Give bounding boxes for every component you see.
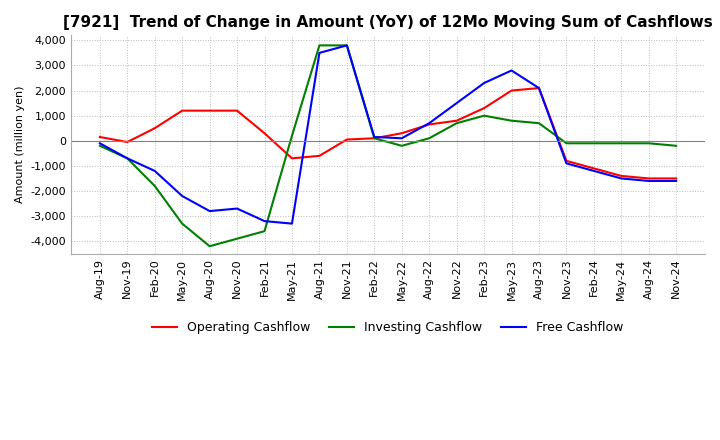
Investing Cashflow (672, 143, 680, 148)
Free Cashflow (452, 100, 461, 106)
Investing Cashflow (562, 141, 571, 146)
Free Cashflow (644, 178, 653, 183)
Free Cashflow (315, 50, 324, 55)
Y-axis label: Amount (million yen): Amount (million yen) (15, 86, 25, 203)
Operating Cashflow (288, 156, 297, 161)
Operating Cashflow (96, 134, 104, 139)
Free Cashflow (590, 168, 598, 173)
Free Cashflow (507, 68, 516, 73)
Operating Cashflow (672, 176, 680, 181)
Operating Cashflow (452, 118, 461, 123)
Investing Cashflow (233, 236, 241, 241)
Line: Operating Cashflow: Operating Cashflow (100, 88, 676, 179)
Operating Cashflow (397, 131, 406, 136)
Investing Cashflow (507, 118, 516, 123)
Operating Cashflow (205, 108, 214, 113)
Investing Cashflow (397, 143, 406, 148)
Investing Cashflow (288, 133, 297, 139)
Operating Cashflow (233, 108, 241, 113)
Free Cashflow (150, 168, 159, 173)
Line: Investing Cashflow: Investing Cashflow (100, 45, 676, 246)
Free Cashflow (96, 141, 104, 146)
Investing Cashflow (425, 136, 433, 141)
Operating Cashflow (507, 88, 516, 93)
Investing Cashflow (480, 113, 488, 118)
Operating Cashflow (178, 108, 186, 113)
Investing Cashflow (123, 156, 132, 161)
Free Cashflow (425, 121, 433, 126)
Investing Cashflow (535, 121, 544, 126)
Operating Cashflow (123, 139, 132, 145)
Investing Cashflow (96, 143, 104, 148)
Operating Cashflow (150, 125, 159, 131)
Investing Cashflow (452, 121, 461, 126)
Free Cashflow (672, 178, 680, 183)
Investing Cashflow (370, 136, 379, 141)
Investing Cashflow (315, 43, 324, 48)
Investing Cashflow (205, 244, 214, 249)
Investing Cashflow (590, 141, 598, 146)
Free Cashflow (535, 85, 544, 91)
Free Cashflow (260, 219, 269, 224)
Free Cashflow (562, 161, 571, 166)
Operating Cashflow (370, 136, 379, 141)
Free Cashflow (123, 156, 132, 161)
Legend: Operating Cashflow, Investing Cashflow, Free Cashflow: Operating Cashflow, Investing Cashflow, … (148, 316, 629, 339)
Free Cashflow (397, 136, 406, 141)
Operating Cashflow (562, 158, 571, 164)
Operating Cashflow (425, 122, 433, 127)
Free Cashflow (480, 81, 488, 86)
Free Cashflow (617, 176, 626, 181)
Investing Cashflow (644, 141, 653, 146)
Operating Cashflow (315, 153, 324, 158)
Operating Cashflow (617, 173, 626, 179)
Investing Cashflow (150, 183, 159, 189)
Title: [7921]  Trend of Change in Amount (YoY) of 12Mo Moving Sum of Cashflows: [7921] Trend of Change in Amount (YoY) o… (63, 15, 713, 30)
Free Cashflow (178, 193, 186, 198)
Operating Cashflow (535, 85, 544, 91)
Free Cashflow (288, 221, 297, 226)
Free Cashflow (370, 134, 379, 139)
Operating Cashflow (644, 176, 653, 181)
Line: Free Cashflow: Free Cashflow (100, 45, 676, 224)
Operating Cashflow (260, 131, 269, 136)
Investing Cashflow (178, 221, 186, 226)
Investing Cashflow (343, 43, 351, 48)
Free Cashflow (205, 209, 214, 214)
Free Cashflow (233, 206, 241, 211)
Operating Cashflow (590, 166, 598, 171)
Operating Cashflow (480, 106, 488, 111)
Investing Cashflow (617, 141, 626, 146)
Operating Cashflow (343, 137, 351, 142)
Free Cashflow (343, 43, 351, 48)
Investing Cashflow (260, 228, 269, 234)
